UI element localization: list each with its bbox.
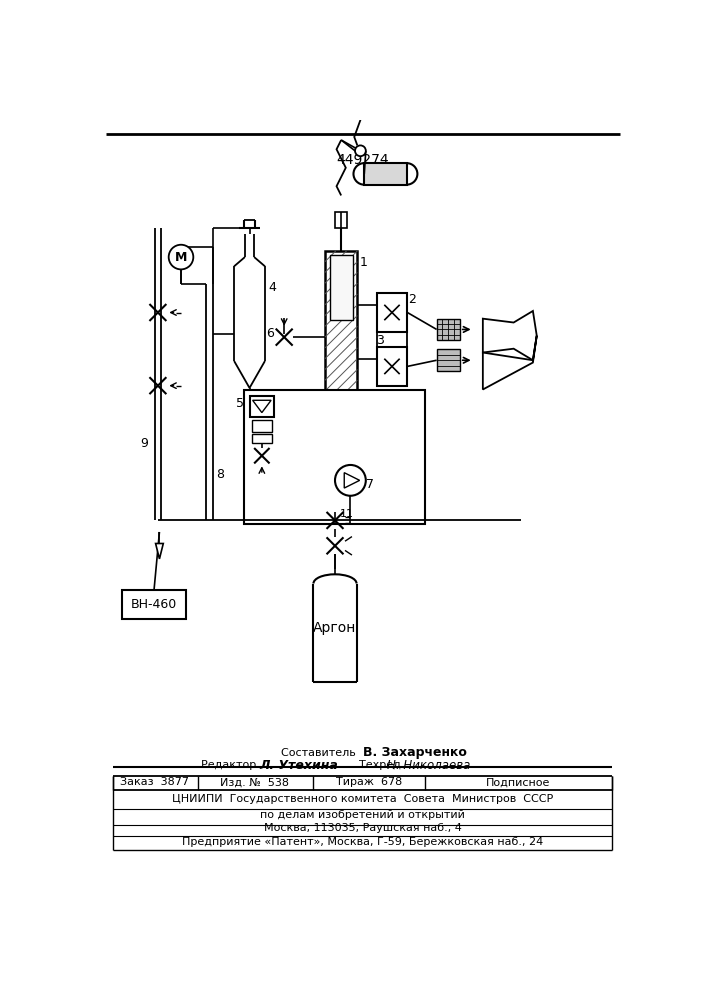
Text: 4: 4 <box>269 281 276 294</box>
Text: Аргон: Аргон <box>313 621 357 635</box>
Text: 2: 2 <box>408 293 416 306</box>
Bar <box>325 251 357 416</box>
Text: 1: 1 <box>360 256 368 269</box>
Circle shape <box>355 145 366 156</box>
Text: Заказ  3877: Заказ 3877 <box>120 777 189 787</box>
Bar <box>122 590 186 619</box>
Bar <box>335 212 347 228</box>
Bar <box>377 293 407 332</box>
Polygon shape <box>252 400 271 413</box>
Text: M: M <box>175 251 187 264</box>
Bar <box>437 319 460 340</box>
Text: В. Захарченко: В. Захарченко <box>363 746 467 759</box>
Text: Н. Николаева: Н. Николаева <box>387 759 470 772</box>
Text: по делам изобретений и открытий: по делам изобретений и открытий <box>260 810 465 820</box>
Circle shape <box>335 465 366 496</box>
Text: Техред: Техред <box>352 760 401 770</box>
Bar <box>252 420 272 432</box>
Polygon shape <box>156 544 163 559</box>
Text: ВН-460: ВН-460 <box>131 598 177 611</box>
Bar <box>437 349 460 371</box>
Text: 5: 5 <box>236 397 245 410</box>
Bar <box>329 255 353 320</box>
Text: 8: 8 <box>216 468 224 481</box>
Polygon shape <box>483 311 537 360</box>
Text: Подписное: Подписное <box>486 777 551 787</box>
Text: Предприятие «Патент», Москва, Г-59, Бережковская наб., 24: Предприятие «Патент», Москва, Г-59, Бере… <box>182 837 544 847</box>
Bar <box>364 163 407 185</box>
Bar <box>244 389 425 524</box>
Text: ЦНИИПИ  Государственного комитета  Совета  Министров  СССР: ЦНИИПИ Государственного комитета Совета … <box>172 794 554 804</box>
Polygon shape <box>483 336 537 389</box>
Bar <box>250 396 274 417</box>
Text: 9: 9 <box>140 437 148 450</box>
Text: Составитель: Составитель <box>281 748 363 758</box>
Text: Редактор: Редактор <box>201 760 259 770</box>
Text: Изд. №  538: Изд. № 538 <box>220 777 288 787</box>
Text: Л. Утехина: Л. Утехина <box>259 759 338 772</box>
Text: 7: 7 <box>366 478 374 491</box>
Bar <box>252 434 272 443</box>
Text: 3: 3 <box>377 334 385 347</box>
Circle shape <box>169 245 193 269</box>
Text: Москва, 113035, Раушская наб., 4: Москва, 113035, Раушская наб., 4 <box>264 823 462 833</box>
Text: Тираж  678: Тираж 678 <box>336 777 402 787</box>
Text: 11: 11 <box>339 509 354 519</box>
Polygon shape <box>344 473 360 488</box>
Bar <box>377 347 407 386</box>
Text: 449274: 449274 <box>337 153 389 167</box>
Text: 6: 6 <box>267 327 274 340</box>
